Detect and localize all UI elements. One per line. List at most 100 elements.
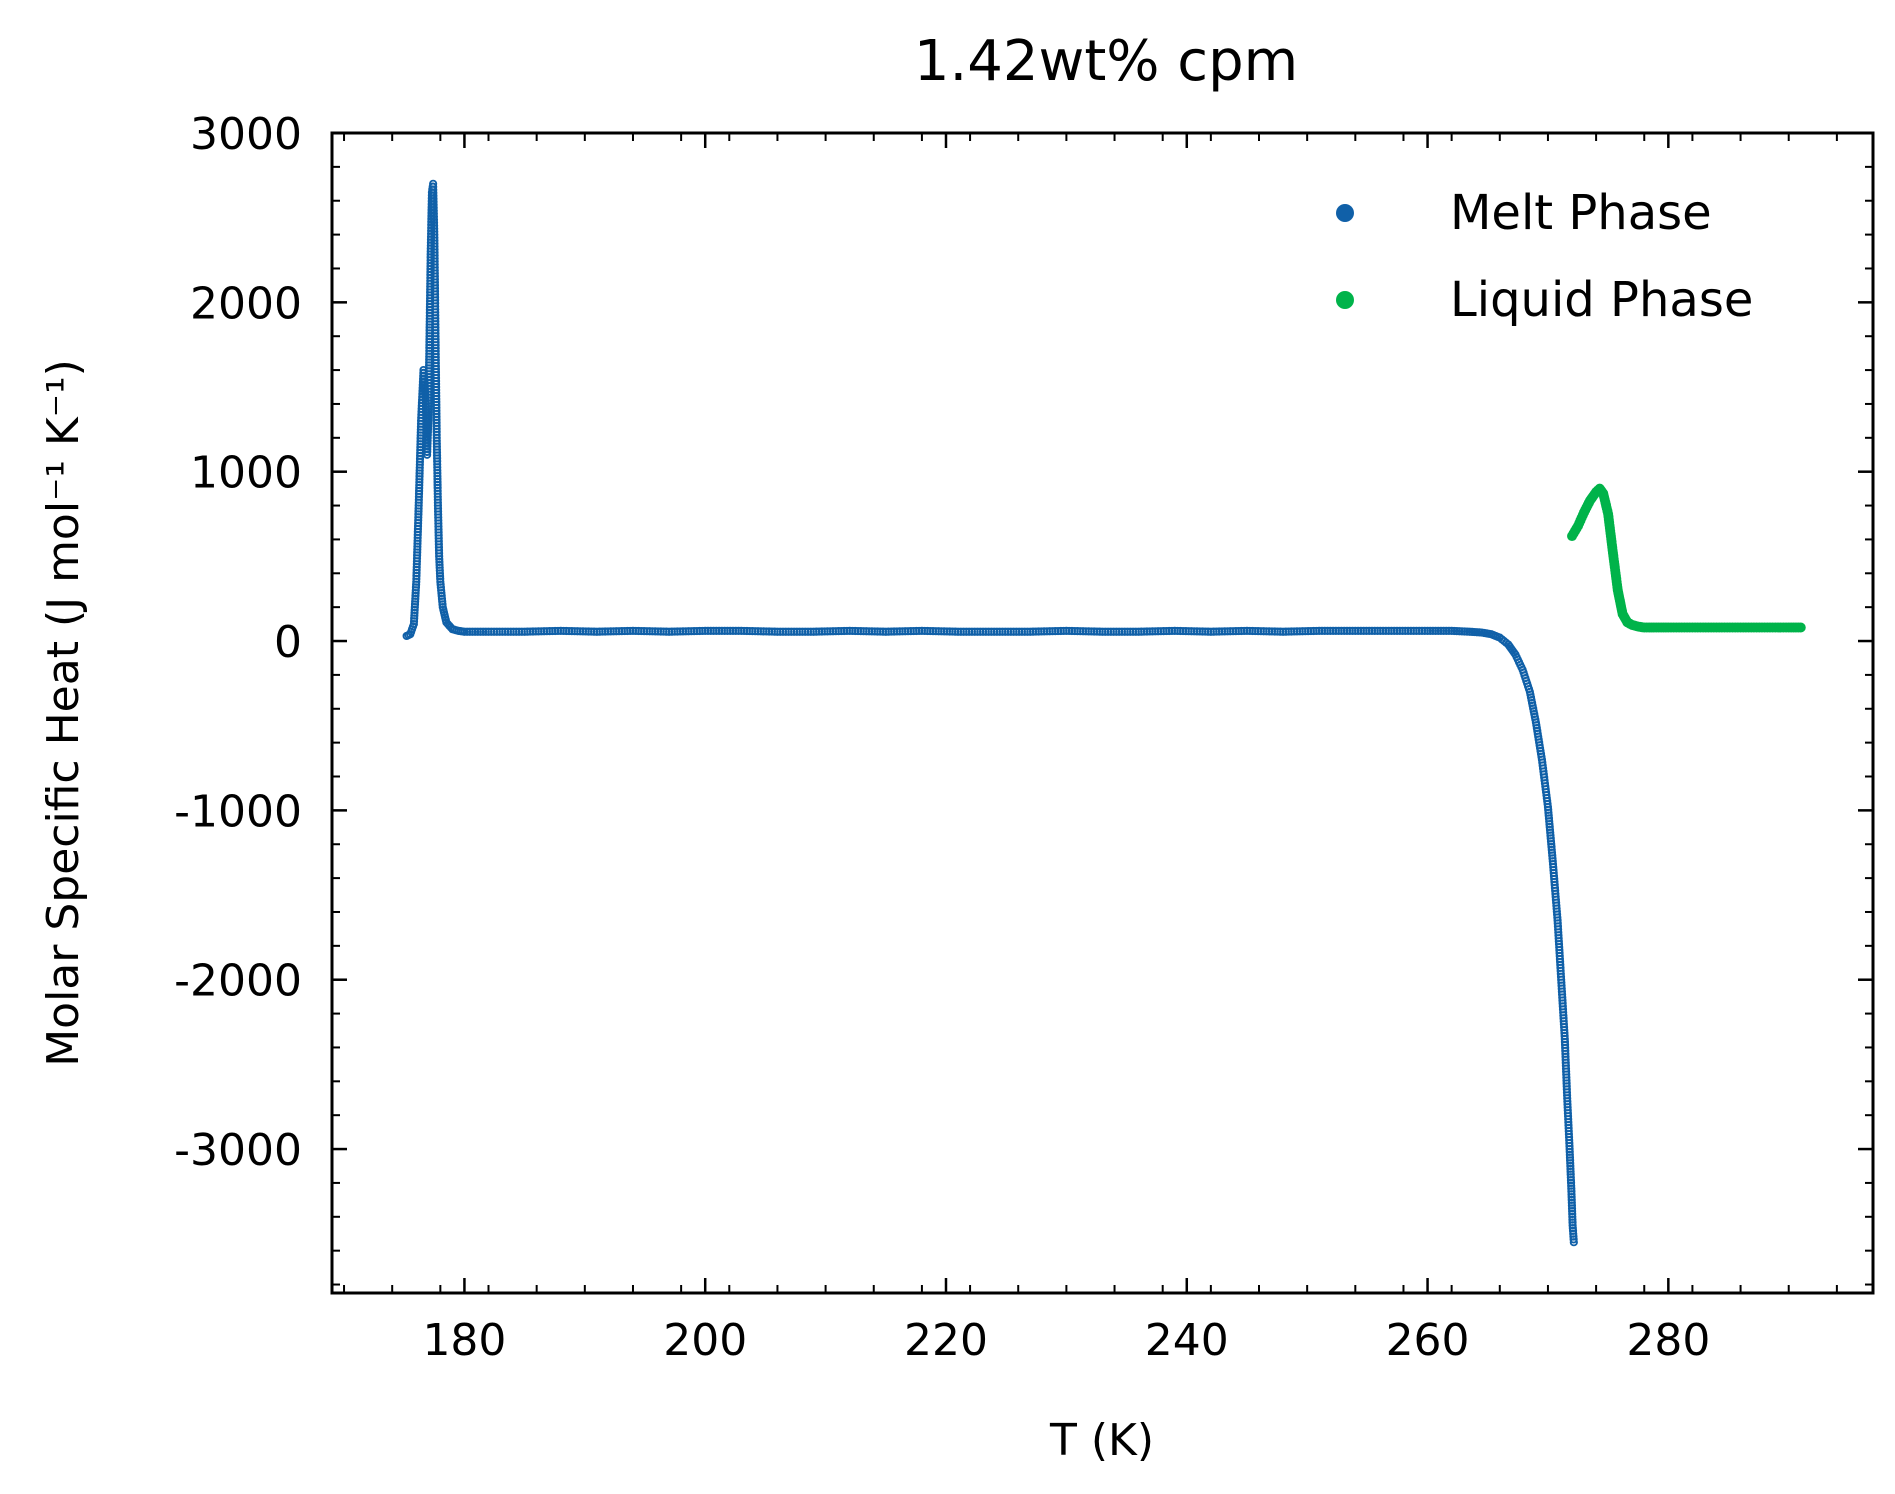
y-axis-label: Molar Specific Heat (J mol⁻¹ K⁻¹) bbox=[38, 359, 89, 1067]
data-point-interpolated bbox=[473, 627, 482, 636]
data-point-interpolated bbox=[1463, 627, 1472, 636]
y-tick-label: -3000 bbox=[174, 1125, 302, 1176]
data-points bbox=[402, 179, 1806, 1247]
data-point-interpolated bbox=[1562, 1088, 1572, 1097]
data-point-interpolated bbox=[1165, 626, 1174, 636]
data-point-interpolated bbox=[767, 627, 776, 636]
data-point-interpolated bbox=[587, 627, 596, 636]
x-tick-label: 180 bbox=[422, 1315, 506, 1366]
data-point-interpolated bbox=[414, 507, 423, 516]
data-point-interpolated bbox=[1237, 626, 1246, 636]
legend-item: Melt Phase bbox=[1336, 185, 1712, 241]
data-point-interpolated bbox=[1417, 626, 1427, 635]
data-point-interpolated bbox=[731, 626, 740, 635]
data-point-interpolated bbox=[433, 495, 442, 504]
data-point-interpolated bbox=[468, 627, 477, 636]
data-point-interpolated bbox=[803, 627, 813, 636]
data-point-interpolated bbox=[1565, 1138, 1574, 1148]
legend-label: Melt Phase bbox=[1450, 185, 1712, 241]
series-0 bbox=[402, 179, 1578, 1247]
data-point-interpolated bbox=[876, 627, 885, 636]
chart-title: 1.42wt% cpm bbox=[914, 29, 1298, 94]
data-point-interpolated bbox=[426, 253, 435, 262]
x-axis-label: T (K) bbox=[1049, 1415, 1154, 1466]
data-point-interpolated bbox=[1431, 626, 1440, 635]
y-tick-label: -1000 bbox=[174, 786, 302, 837]
data-point-interpolated bbox=[1309, 626, 1318, 636]
data-point-interpolated bbox=[695, 626, 704, 636]
data-point-interpolated bbox=[432, 427, 441, 436]
data-point-interpolated bbox=[1020, 627, 1029, 636]
data-point-interpolated bbox=[514, 627, 524, 636]
data-point-interpolated bbox=[1475, 628, 1484, 637]
legend: Melt Phase Liquid Phase bbox=[1336, 185, 1753, 328]
data-point-interpolated bbox=[1273, 627, 1282, 636]
data-point-interpolated bbox=[984, 627, 993, 636]
data-point-interpolated bbox=[659, 627, 668, 636]
data-point-interpolated bbox=[1436, 626, 1446, 635]
data-point-interpolated bbox=[1567, 1181, 1576, 1190]
x-tick-label: 240 bbox=[1145, 1315, 1229, 1366]
data-point-interpolated bbox=[1381, 626, 1390, 635]
data-point-interpolated bbox=[1426, 626, 1435, 635]
data-point-interpolated bbox=[463, 627, 472, 636]
data-point-interpolated bbox=[1128, 627, 1138, 636]
legend-label: Liquid Phase bbox=[1450, 272, 1753, 328]
data-point-interpolated bbox=[481, 627, 490, 636]
y-tick-label: 2000 bbox=[190, 278, 302, 329]
data-point-interpolated bbox=[1568, 1215, 1577, 1224]
data-point-interpolated bbox=[1793, 622, 1804, 633]
data-point-interpolated bbox=[551, 626, 560, 636]
data-point-interpolated bbox=[458, 627, 467, 636]
data-point-interpolated bbox=[912, 626, 921, 636]
data-point-interpolated bbox=[1552, 910, 1562, 919]
data-point-interpolated bbox=[1442, 626, 1451, 635]
y-tick-label: 0 bbox=[274, 617, 302, 668]
legend-item: Liquid Phase bbox=[1336, 272, 1753, 328]
data-point-interpolated bbox=[445, 621, 454, 630]
x-tick-label: 280 bbox=[1626, 1315, 1710, 1366]
data-point-interpolated bbox=[1444, 626, 1454, 635]
axis-ticks bbox=[332, 131, 1873, 1293]
data-point-interpolated bbox=[411, 583, 421, 592]
data-point-interpolated bbox=[438, 600, 447, 609]
x-tick-label: 260 bbox=[1386, 1315, 1470, 1366]
data-point-interpolated bbox=[476, 627, 485, 636]
plot-area: 180 200 220 240 260 280 3000 2000 1000 0 -1000 -200… bbox=[174, 109, 1875, 1366]
legend-marker bbox=[1336, 204, 1354, 222]
data-point-interpolated bbox=[431, 326, 440, 335]
data-point-interpolated bbox=[1569, 1235, 1578, 1244]
x-tick-label: 200 bbox=[663, 1315, 747, 1366]
data-point-interpolated bbox=[948, 627, 957, 636]
y-tick-label: 3000 bbox=[190, 109, 302, 160]
legend-marker bbox=[1336, 291, 1354, 309]
data-point-interpolated bbox=[623, 626, 632, 636]
data-point-interpolated bbox=[1556, 969, 1565, 978]
plot-frame bbox=[330, 131, 1875, 1295]
y-tick-label: 1000 bbox=[190, 448, 302, 499]
data-point-interpolated bbox=[430, 224, 439, 233]
x-tick-label: 220 bbox=[904, 1315, 988, 1366]
data-point-interpolated bbox=[434, 546, 444, 555]
data-point-interpolated bbox=[1439, 626, 1448, 635]
data-point-interpolated bbox=[1428, 626, 1438, 635]
data-point-interpolated bbox=[1569, 1232, 1578, 1241]
series-1 bbox=[1567, 483, 1806, 633]
data-point-interpolated bbox=[441, 615, 450, 624]
data-point-interpolated bbox=[1201, 627, 1210, 636]
data-point-interpolated bbox=[435, 572, 445, 581]
data-point-interpolated bbox=[1434, 626, 1443, 635]
data-point-interpolated bbox=[1056, 626, 1065, 636]
tick-labels: 180 200 220 240 260 280 3000 2000 1000 0 -1000 -200… bbox=[174, 109, 1710, 1366]
data-point-interpolated bbox=[479, 627, 488, 636]
data-point-interpolated bbox=[840, 626, 849, 636]
data-point-interpolated bbox=[1560, 1028, 1569, 1038]
data-point-interpolated bbox=[1345, 626, 1354, 635]
y-tick-label: -2000 bbox=[174, 956, 302, 1007]
data-point-interpolated bbox=[471, 627, 480, 636]
data-point-interpolated bbox=[465, 627, 474, 636]
data-point-interpolated bbox=[424, 422, 433, 431]
data-point-interpolated bbox=[1420, 626, 1429, 635]
